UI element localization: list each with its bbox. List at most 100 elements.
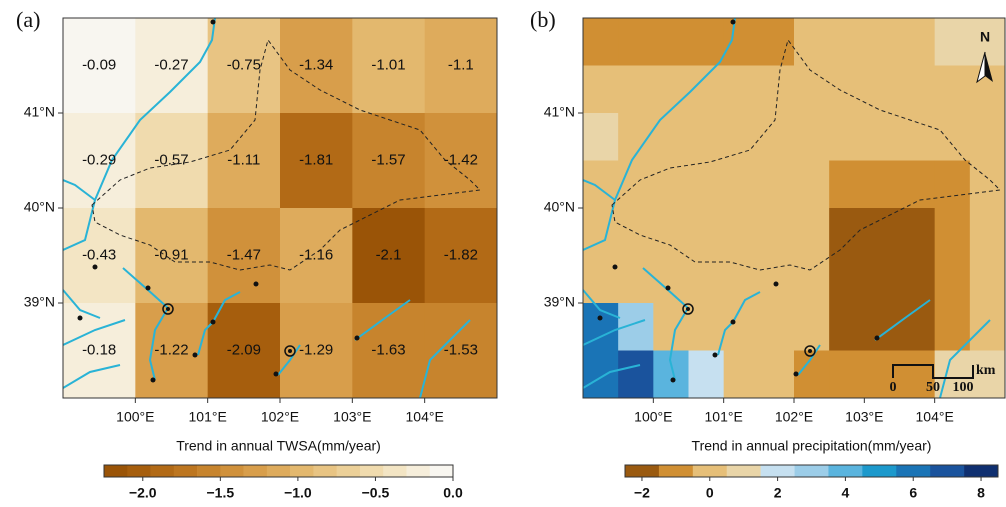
arrow-half xyxy=(985,52,993,82)
colorbar-tick-label: 4 xyxy=(842,485,850,501)
grid-cell xyxy=(352,18,426,114)
colorbar-tick-label: −2.0 xyxy=(129,485,157,501)
cell-value: -1.63 xyxy=(371,341,405,358)
colorbar-box xyxy=(220,465,244,477)
colorbar-title: Trend in annual precipitation(mm/year) xyxy=(692,438,932,454)
cell-value: -1.82 xyxy=(444,246,478,263)
grid-cell xyxy=(723,65,760,114)
grid-cell xyxy=(794,113,830,161)
cell-value: -1.42 xyxy=(444,151,478,168)
grid-cell xyxy=(424,208,498,304)
lon-label: 103°E xyxy=(845,409,883,425)
cell-value: -0.27 xyxy=(154,56,188,73)
grid-cell xyxy=(688,65,725,114)
grid-cell xyxy=(794,160,830,209)
colorbar-tick-label: −1.0 xyxy=(284,485,312,501)
grid-cell xyxy=(934,65,971,114)
lon-label: 100°E xyxy=(634,409,672,425)
grid-cell xyxy=(934,18,971,66)
scale-label: 100 xyxy=(953,380,974,395)
grid-cell xyxy=(829,160,865,209)
lat-label: 41°N xyxy=(544,104,575,120)
lon-label: 101°E xyxy=(189,409,227,425)
lon-label: 101°E xyxy=(705,409,743,425)
colorbar-box xyxy=(429,465,454,477)
grid-cell xyxy=(618,350,654,399)
colorbar-tick-label: −2 xyxy=(634,485,650,501)
cell-value: -2.1 xyxy=(376,246,402,263)
grid-cell xyxy=(899,255,936,304)
grid-cell xyxy=(794,255,830,304)
grid-cell xyxy=(899,160,936,209)
grid-cell xyxy=(899,113,936,161)
grid-cell xyxy=(829,208,865,256)
colorbar-box xyxy=(930,465,965,477)
grid-cell xyxy=(688,113,725,161)
scale-unit: km xyxy=(976,363,996,378)
cell-value: -0.18 xyxy=(82,341,116,358)
grid-cell xyxy=(864,303,900,351)
grid-cell xyxy=(618,160,654,209)
grid-cell xyxy=(688,303,725,351)
grid-cell xyxy=(63,18,136,114)
grid-cell xyxy=(758,255,795,304)
cell-value: -1.01 xyxy=(371,56,405,73)
grid-cell xyxy=(653,18,689,66)
grid-cell xyxy=(688,255,725,304)
grid-cell xyxy=(135,303,209,399)
grid-cell xyxy=(969,255,1006,304)
cell-value: -2.09 xyxy=(227,341,261,358)
grid-cell xyxy=(135,113,209,209)
grid-cell xyxy=(63,113,136,209)
grid-cell xyxy=(969,350,1006,399)
grid-cell xyxy=(280,113,353,209)
grid-cell xyxy=(688,208,725,256)
grid-cell xyxy=(207,18,281,114)
grid-cell xyxy=(352,113,426,209)
colorbar-box xyxy=(313,465,337,477)
colorbar-tick-label: 6 xyxy=(909,485,917,501)
north-arrow: N xyxy=(976,29,993,84)
panel-tag: (b) xyxy=(530,7,556,32)
grid-cell xyxy=(829,65,865,114)
colorbar-box xyxy=(862,465,897,477)
colorbar-box xyxy=(336,465,361,477)
lat-label: 40°N xyxy=(24,199,55,215)
grid-cell xyxy=(63,303,136,399)
grid-cell xyxy=(829,18,865,66)
colorbar-box xyxy=(243,465,268,477)
grid-cell xyxy=(618,18,654,66)
lat-label: 39°N xyxy=(544,294,575,310)
grid-cell xyxy=(829,255,865,304)
grid-cell xyxy=(969,18,1006,66)
grid-cell xyxy=(899,208,936,256)
cells xyxy=(63,18,1006,399)
scale-bar: 0 50 100 km xyxy=(890,363,996,395)
grid-cell xyxy=(864,65,900,114)
colorbar-title: Trend in annual TWSA(mm/year) xyxy=(176,438,381,454)
colorbar-tick-label: −1.5 xyxy=(207,485,235,501)
colorbar-box xyxy=(359,465,384,477)
colorbar-box xyxy=(127,465,151,477)
grid-cell xyxy=(723,113,760,161)
cell-value: -1.1 xyxy=(448,56,474,73)
grid-cell xyxy=(864,113,900,161)
grid-cell xyxy=(583,208,619,256)
scale-label: 0 xyxy=(890,380,897,395)
lat-label: 41°N xyxy=(24,104,55,120)
cell-value: -0.75 xyxy=(227,56,261,73)
colorbar-tick-label: 0 xyxy=(706,485,714,501)
cell-value: -1.53 xyxy=(444,341,478,358)
north-label: N xyxy=(980,29,990,45)
cell-value: -0.91 xyxy=(154,246,188,263)
lon-label: 102°E xyxy=(261,409,299,425)
grid-cell xyxy=(934,208,971,256)
grid-cell xyxy=(352,208,426,304)
colorbar-box xyxy=(658,465,694,477)
grid-cell xyxy=(758,303,795,351)
grid-cell xyxy=(653,208,689,256)
grid-cell xyxy=(934,303,971,351)
grid-cell xyxy=(723,160,760,209)
colorbar-box xyxy=(266,465,291,477)
